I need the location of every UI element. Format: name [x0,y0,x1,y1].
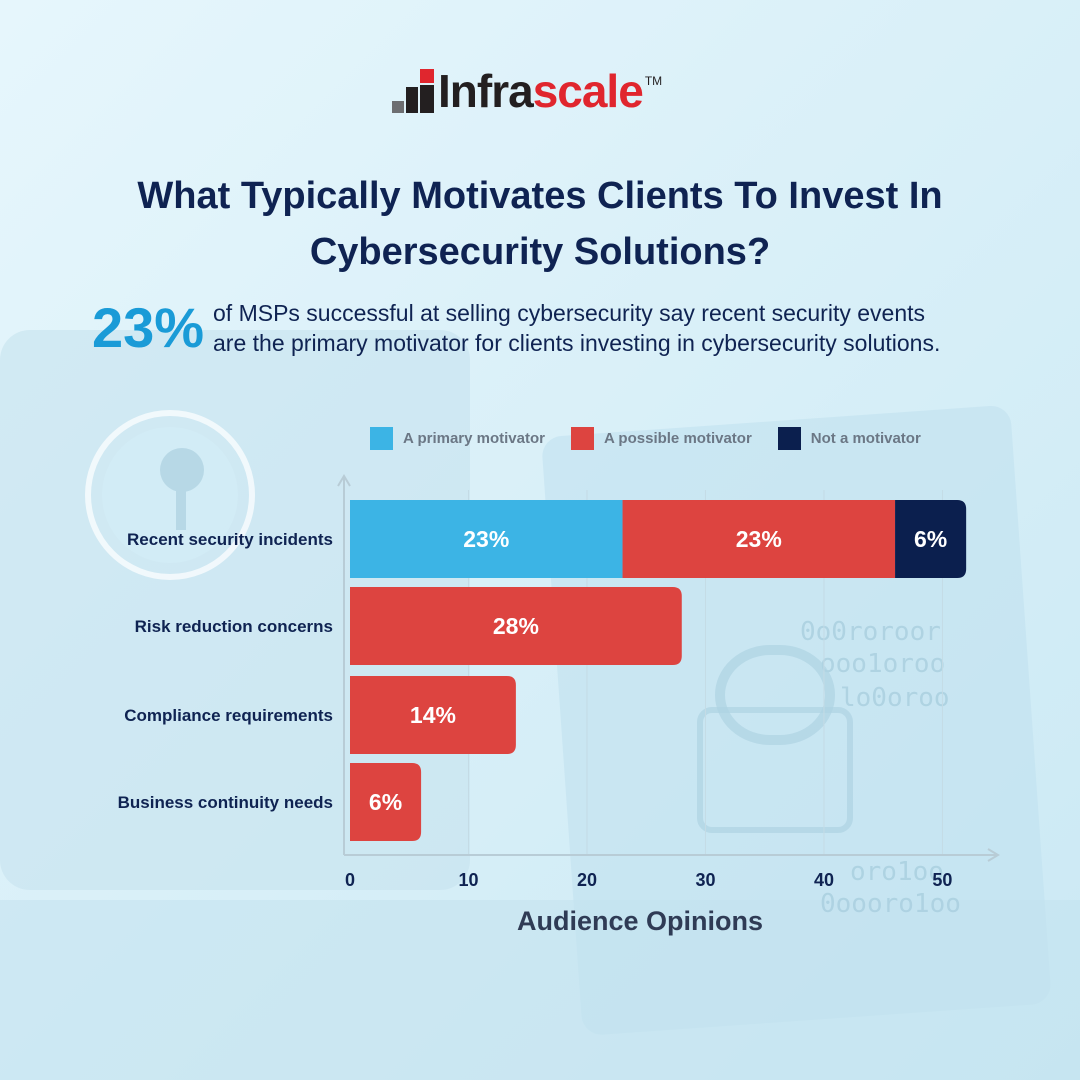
x-tick-label-30: 30 [695,870,715,890]
legend-item-possible: A possible motivator [570,427,752,450]
bar-value-label: 6% [914,526,947,552]
brand-wordmark: Infrascale [438,65,644,117]
stat-line-2: are the primary motivator for clients in… [213,330,941,356]
chart-legend: A primary motivator A possible motivator… [370,427,947,450]
y-category-label: Business continuity needs [118,793,333,812]
y-axis-arrow-icon [337,474,351,487]
trademark-mark: TM [644,74,663,88]
y-category-label: Compliance requirements [124,706,333,725]
bar-segment [350,500,623,578]
bar-segment [350,587,682,665]
bar-segment [350,763,422,841]
stat-description: of MSPs successful at selling cybersecur… [213,298,1013,358]
y-category-label: Risk reduction concerns [135,617,333,636]
x-axis-arrow-icon [987,848,1000,862]
bar-segment [622,500,896,578]
svg-text:ooo1oroo: ooo1oroo [820,649,945,679]
legend-label-not: Not a motivator [810,430,921,447]
legend-swatch-possible [570,427,594,450]
bar-value-label: 14% [410,702,456,728]
svg-text:lo0oroo: lo0oroo [840,683,950,713]
logo-mark-icon [392,69,436,113]
bar-value-label: 6% [369,789,402,815]
legend-swatch-not [777,427,801,450]
x-tick-label-0: 0 [345,870,355,890]
legend-label-possible: A possible motivator [603,430,752,447]
x-tick-label-40: 40 [814,870,834,890]
bar-value-label: 23% [736,526,782,552]
x-tick-label-10: 10 [458,870,478,890]
bar-segment [350,676,516,754]
legend-label-primary: A primary motivator [403,430,545,447]
stat-value: 23% [92,296,205,359]
stat-line-1: of MSPs successful at selling cybersecur… [213,300,926,326]
legend-swatch-primary [370,427,393,450]
x-tick-label-50: 50 [932,870,952,890]
bar-value-label: 28% [493,613,539,639]
title-line-2: Cybersecurity Solutions? [309,231,771,273]
legend-item-not: Not a motivator [777,427,921,450]
y-category-label: Recent security incidents [127,530,333,549]
x-tick-label-20: 20 [577,870,597,890]
svg-text:0oooro1oo: 0oooro1oo [820,889,961,919]
legend-item-primary: A primary motivator [370,427,545,450]
brand-logo: Infrascale TM [392,66,662,116]
title-line-1: What Typically Motivates Clients To Inve… [137,175,943,217]
page-title: What Typically Motivates Clients To Inve… [60,168,1020,280]
bar-value-label: 23% [463,526,509,552]
bar-segment [895,500,967,578]
x-axis-label: Audience Opinions [516,906,764,936]
svg-text:oro1oo: oro1oo [850,857,944,887]
